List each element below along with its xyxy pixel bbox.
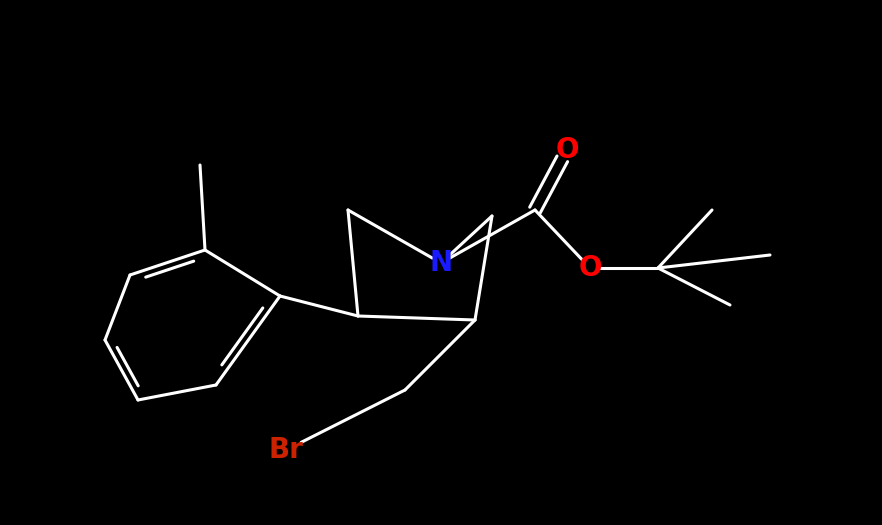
- Text: N: N: [430, 249, 452, 277]
- Text: O: O: [556, 136, 579, 164]
- Text: O: O: [579, 254, 602, 282]
- Text: Br: Br: [268, 436, 303, 464]
